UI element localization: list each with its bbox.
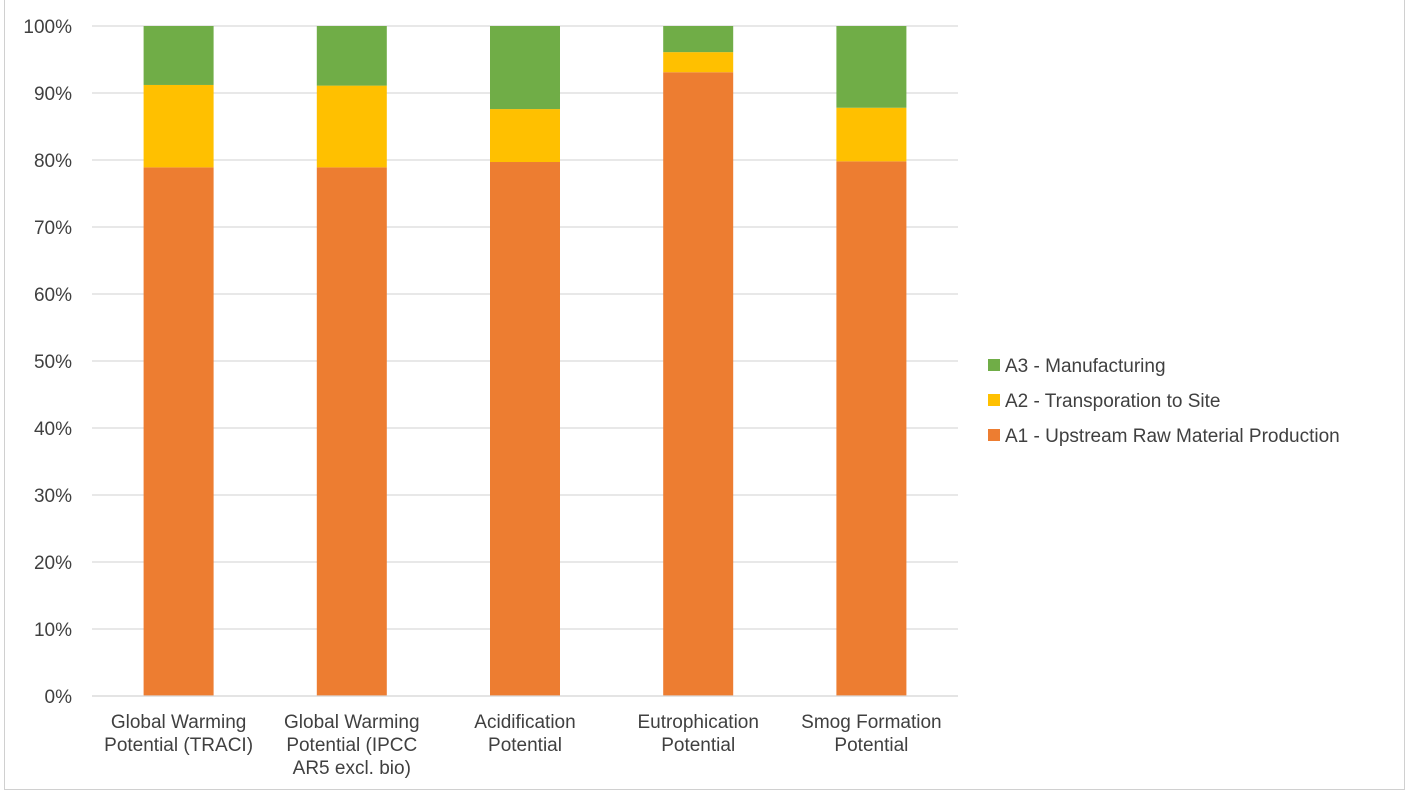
x-category-label: Smog Formation Potential: [801, 712, 941, 756]
legend-swatch: [988, 429, 1000, 441]
bar-segment: [663, 26, 734, 53]
bar-segment: [490, 109, 560, 163]
bar-segment: [836, 26, 907, 108]
chart-frame: [4, 0, 1405, 790]
legend-label: A3 - Manufacturing: [1005, 356, 1166, 377]
bar-segment: [836, 161, 907, 697]
legend: A3 - Manufacturing A2 - Transporation to …: [988, 356, 1340, 447]
bar-segment: [316, 26, 387, 86]
y-tick-label: 30%: [34, 486, 72, 507]
y-tick-label: 10%: [34, 620, 72, 641]
legend-label: A2 - Transporation to Site: [1005, 391, 1220, 412]
bar-segment: [836, 107, 907, 162]
bar-segment: [316, 167, 387, 696]
y-tick-label: 100%: [23, 17, 72, 38]
legend-label: A1 - Upstream Raw Material Production: [1005, 426, 1340, 447]
y-tick-label: 80%: [34, 151, 72, 172]
bar-segment: [143, 167, 214, 696]
x-category-label: Acidification Potential: [474, 712, 575, 756]
x-category-label: Eutrophication Potential: [637, 712, 758, 756]
x-category-label: Global Warming Potential (IPCC AR5 excl. b…: [284, 712, 420, 779]
bar-segment: [143, 26, 214, 85]
x-axis: Global Warming Potential (TRACI) Global Wa…: [92, 695, 958, 779]
x-category-label: Global Warming Potential (TRACI): [104, 712, 253, 756]
y-tick-label: 20%: [34, 553, 72, 574]
legend-swatch: [988, 359, 1000, 371]
y-tick-label: 40%: [34, 419, 72, 440]
y-tick-label: 60%: [34, 285, 72, 306]
bar-segment: [490, 26, 560, 110]
bar-segment: [316, 85, 387, 168]
bar-segment: [143, 84, 214, 168]
y-axis: 0% 10% 20% 30% 40% 50% 60% 70% 80% 90% 100%: [23, 17, 72, 708]
y-tick-label: 70%: [34, 218, 72, 239]
bar-segment: [490, 162, 560, 696]
legend-swatch: [988, 394, 1000, 406]
y-tick-label: 0%: [45, 687, 73, 708]
bars: [143, 26, 907, 697]
y-tick-label: 50%: [34, 352, 72, 373]
bar-segment: [663, 72, 734, 697]
bar-segment: [663, 52, 734, 73]
y-tick-label: 90%: [34, 84, 72, 105]
